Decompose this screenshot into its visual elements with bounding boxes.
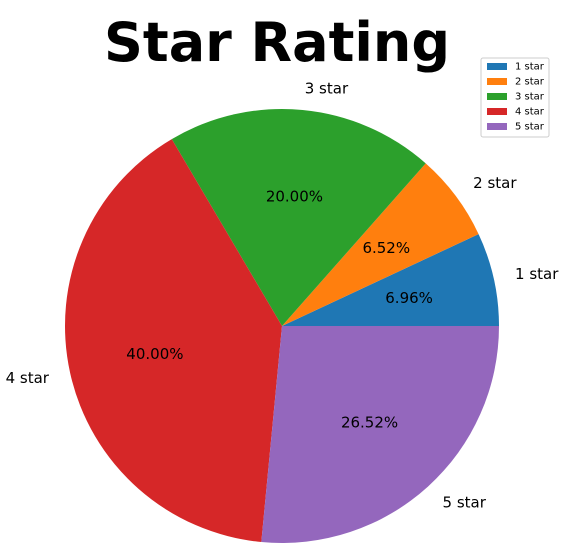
legend-swatch-3-star	[487, 93, 507, 100]
legend-label-5-star: 5 star	[515, 122, 545, 133]
legend-swatch-4-star	[487, 108, 507, 115]
percent-labels: 6.96% 6.52% 20.00% 40.00% 26.52%	[126, 187, 433, 431]
pie-slice-1-star	[282, 234, 499, 326]
chart-title: Star Rating	[104, 11, 450, 74]
legend-label-4-star: 4 star	[515, 107, 545, 118]
percent-label-1-star: 6.96%	[385, 289, 433, 307]
percent-label-5-star: 26.52%	[341, 413, 398, 431]
category-label-1-star: 1 star	[515, 265, 559, 283]
pie-slice-2-star	[282, 163, 479, 326]
pie-slice-5-star	[261, 326, 499, 543]
category-labels: 1 star 2 star 3 star 4 star 5 star	[6, 79, 560, 511]
category-label-5-star: 5 star	[443, 494, 487, 512]
pie-slice-3-star	[171, 109, 426, 327]
legend-label-2-star: 2 star	[515, 77, 545, 88]
legend-swatch-1-star	[487, 63, 507, 70]
percent-label-3-star: 20.00%	[266, 187, 323, 205]
legend-swatch-5-star	[487, 123, 507, 130]
percent-label-2-star: 6.52%	[362, 239, 410, 257]
category-label-3-star: 3 star	[305, 79, 349, 97]
category-label-4-star: 4 star	[6, 369, 50, 387]
pie-slices	[65, 109, 499, 543]
legend-frame	[480, 57, 550, 138]
category-label-2-star: 2 star	[473, 174, 517, 192]
pie-slice-4-star	[65, 139, 283, 543]
legend-label-1-star: 1 star	[515, 62, 545, 73]
legend-swatch-2-star	[487, 78, 507, 85]
percent-label-4-star: 40.00%	[126, 345, 183, 363]
chart-legend: 1 star 2 star 3 star 4 star 5 star	[480, 57, 550, 138]
legend-label-3-star: 3 star	[515, 92, 545, 103]
